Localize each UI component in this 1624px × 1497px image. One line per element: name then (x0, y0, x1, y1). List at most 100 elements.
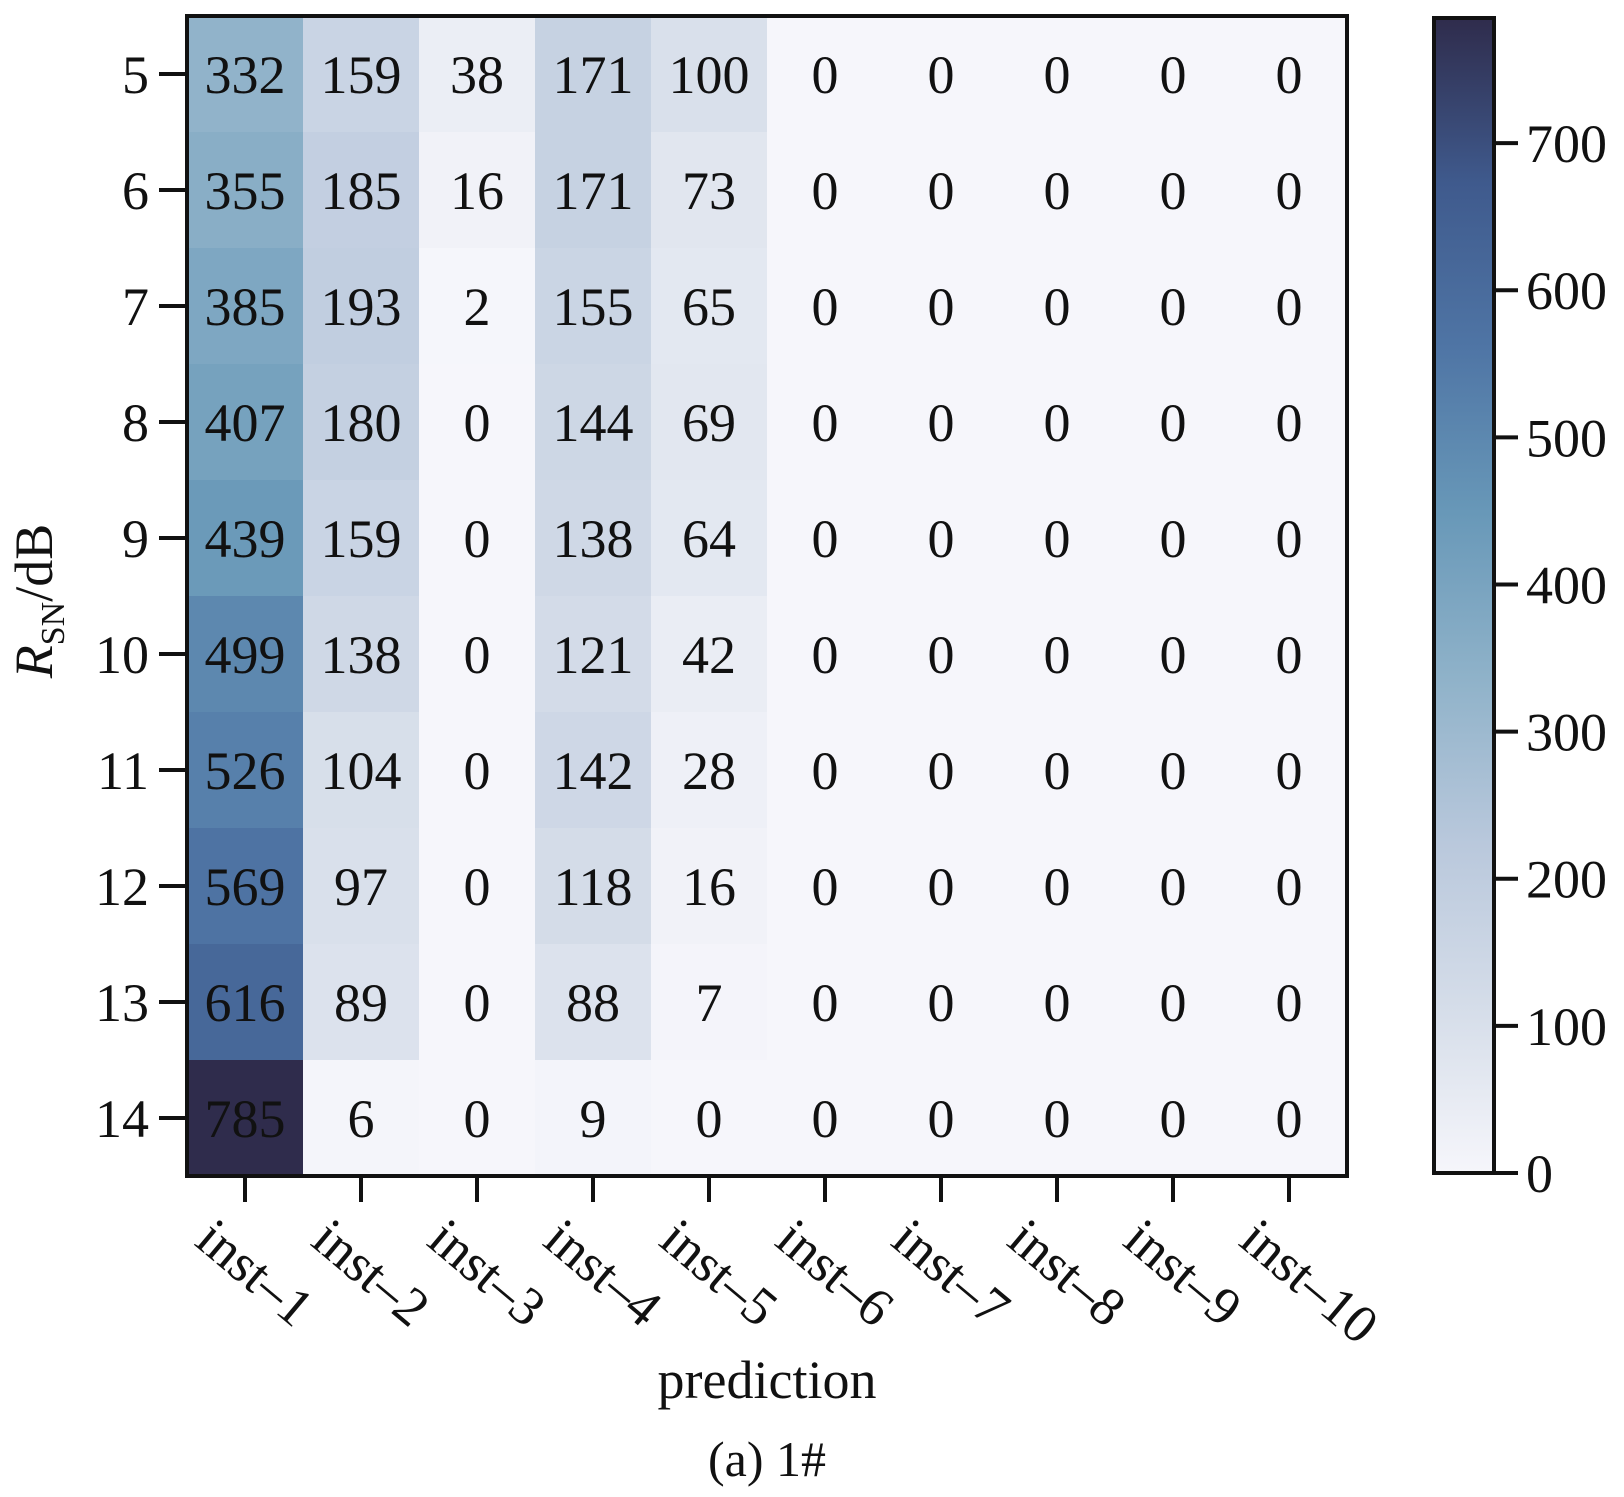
cell-value-label: 0 (1160, 161, 1187, 221)
colorbar-ticks: 0 100 200 300 400 500 600 700 (1494, 114, 1607, 1204)
y-tick-label: 9 (122, 509, 149, 569)
cell-value-label: 0 (928, 45, 955, 105)
y-tick-label: 7 (122, 277, 149, 337)
y-tick-label: 13 (95, 973, 149, 1033)
cell-value-label: 499 (205, 625, 286, 685)
cell-value-label: 0 (1044, 625, 1071, 685)
colorbar-tick-label: 100 (1526, 997, 1607, 1057)
heatmap-cell (303, 596, 420, 713)
heatmap-cell (883, 1060, 1000, 1177)
cell-value-label: 0 (812, 277, 839, 337)
cell-value-label: 0 (1044, 1089, 1071, 1149)
cell-value-label: 0 (812, 161, 839, 221)
heatmap-cells (187, 16, 1348, 1177)
cell-value-label: 0 (1044, 393, 1071, 453)
cell-value-label: 0 (1044, 161, 1071, 221)
cell-value-label: 0 (1044, 277, 1071, 337)
heatmap-cell (883, 828, 1000, 945)
heatmap-cell (1231, 248, 1348, 365)
heatmap-cell (1115, 828, 1232, 945)
heatmap-cell (651, 248, 768, 365)
plot-frame (185, 14, 1349, 1178)
heatmap-cell (651, 712, 768, 829)
cell-value-label: 89 (334, 973, 388, 1033)
heatmap-cell (767, 828, 884, 945)
cell-value-label: 0 (1044, 45, 1071, 105)
cell-value-label: 0 (812, 973, 839, 1033)
heatmap-cell (303, 364, 420, 481)
heatmap-cell (535, 16, 652, 133)
heatmap-cell (419, 16, 536, 133)
heatmap-cell (999, 16, 1116, 133)
heatmap-cell (883, 364, 1000, 481)
heatmap-cell (651, 132, 768, 249)
heatmap-cell (303, 248, 420, 365)
heatmap-cell (535, 712, 652, 829)
cell-value-label: 2 (464, 277, 491, 337)
cell-value-label: 180 (321, 393, 402, 453)
heatmap-cell (419, 712, 536, 829)
cell-value-label: 6 (348, 1089, 375, 1149)
heatmap-cell (883, 944, 1000, 1061)
figure-caption: (a) 1# (708, 1431, 826, 1487)
cell-value-label: 0 (464, 1089, 491, 1149)
y-axis-title: RSN/dB (4, 524, 72, 680)
cell-value-label: 121 (553, 625, 634, 685)
cell-value-label: 0 (464, 393, 491, 453)
y-axis-title-subscript: SN (35, 602, 72, 645)
x-tick-label: inst–9 (1113, 1207, 1253, 1338)
cell-value-label: 0 (464, 857, 491, 917)
colorbar-tick-label: 300 (1526, 703, 1607, 763)
heatmap-cell (767, 132, 884, 249)
cell-value-label: 0 (1276, 741, 1303, 801)
cell-value-label: 0 (1276, 857, 1303, 917)
heatmap-cell (1115, 1060, 1232, 1177)
cell-value-label: 88 (566, 973, 620, 1033)
y-axis-title-unit: /dB (4, 524, 64, 602)
heatmap-cell (187, 828, 304, 945)
cell-value-label: 104 (321, 741, 402, 801)
cell-value-label: 142 (553, 741, 634, 801)
cell-value-label: 155 (553, 277, 634, 337)
heatmap-cell (883, 596, 1000, 713)
cell-value-label: 0 (1160, 625, 1187, 685)
y-tick-label: 14 (95, 1089, 149, 1149)
cell-value-label: 0 (1160, 741, 1187, 801)
cell-value-label: 7 (696, 973, 723, 1033)
cell-value-label: 0 (812, 857, 839, 917)
heatmap-cell (1231, 1060, 1348, 1177)
heatmap-cell (651, 480, 768, 597)
heatmap-cell (303, 480, 420, 597)
heatmap-cell (535, 596, 652, 713)
heatmap-cell (419, 364, 536, 481)
heatmap-cell (1231, 132, 1348, 249)
heatmap-cell (1115, 248, 1232, 365)
cell-value-label: 0 (812, 741, 839, 801)
cell-value-label: 0 (464, 741, 491, 801)
colorbar-tick-label: 0 (1526, 1144, 1553, 1204)
heatmap-cell (303, 712, 420, 829)
heatmap-cell (883, 248, 1000, 365)
heatmap-cell (767, 1060, 884, 1177)
cell-value-label: 355 (205, 161, 286, 221)
x-tick-label: inst–5 (649, 1207, 789, 1338)
heatmap-cell (1115, 596, 1232, 713)
heatmap-cell (535, 132, 652, 249)
cell-value-label: 9 (580, 1089, 607, 1149)
heatmap-cell (1115, 480, 1232, 597)
heatmap-cell (303, 1060, 420, 1177)
heatmap-cell (187, 364, 304, 481)
cell-value-label: 0 (1160, 45, 1187, 105)
heatmap-cell (419, 480, 536, 597)
cell-value-label: 0 (1044, 741, 1071, 801)
cell-value-label: 0 (928, 277, 955, 337)
heatmap-cell (187, 712, 304, 829)
colorbar-tick-label: 400 (1526, 555, 1607, 615)
heatmap-cell (187, 1060, 304, 1177)
heatmap-cell (303, 132, 420, 249)
cell-value-label: 0 (1044, 857, 1071, 917)
cell-value-label: 28 (682, 741, 736, 801)
heatmap-cell (999, 1060, 1116, 1177)
cell-value-label: 0 (1160, 973, 1187, 1033)
